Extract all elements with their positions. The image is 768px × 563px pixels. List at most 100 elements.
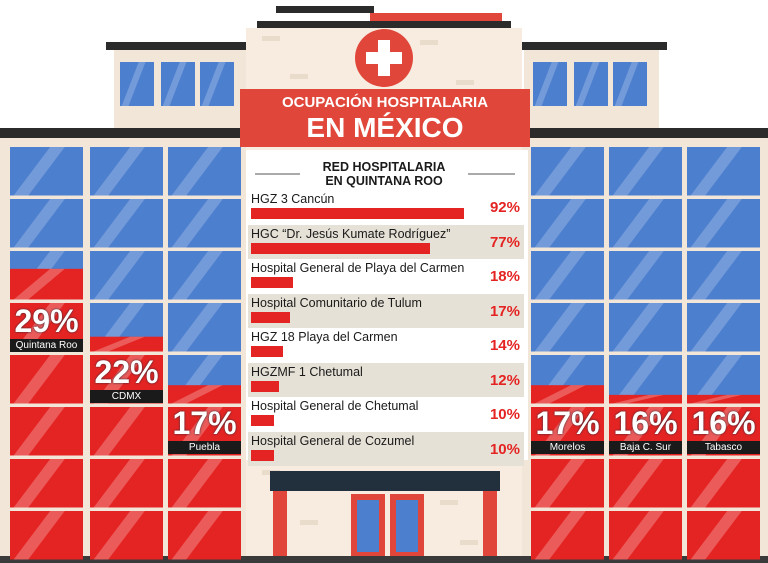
hospital-value-label: 77% [489, 233, 520, 251]
hospital-name: HGC “Dr. Jesús Kumate Rodríguez” [251, 226, 451, 241]
tower-cap-top [276, 6, 374, 13]
entrance-canopy [270, 471, 500, 491]
occupancy-bar-CDMX [90, 407, 163, 456]
brick [456, 80, 474, 85]
hospital-occupancy-bar [251, 449, 275, 461]
state-name-label: Quintana Roo [10, 339, 83, 352]
hospital-value-label: 10% [489, 406, 520, 423]
state-value-label: 29% [14, 303, 79, 339]
column-window [10, 147, 83, 196]
windows-layer [10, 62, 760, 560]
hospital-row: Hospital General de Chetumal 10% [248, 397, 524, 431]
hospital-occupancy-bar [251, 277, 293, 288]
title-banner [240, 89, 530, 147]
column-window [687, 147, 760, 196]
column-window [609, 251, 682, 300]
column-window [531, 251, 604, 300]
occupancy-bar-Quintana Roo [10, 511, 83, 560]
entrance-pillar-right [483, 491, 497, 556]
column-window [609, 199, 682, 248]
hospital-row: HGC “Dr. Jesús Kumate Rodríguez” 77% [248, 224, 524, 259]
entrance-pillar-left [273, 491, 287, 556]
column-window [168, 147, 241, 196]
brick [290, 74, 308, 79]
brick [262, 36, 280, 41]
subtitle-line-2: EN QUINTANA ROO [325, 174, 443, 188]
tower-cap-bottom [257, 21, 511, 28]
hospital-value-label: 14% [489, 337, 520, 354]
occupancy-bar-Puebla [168, 511, 241, 560]
hospital-row: HGZ 3 Cancún 92% [248, 190, 524, 224]
state-value-label: 17% [172, 405, 237, 441]
hospital-occupancy-bar [251, 311, 291, 323]
state-value-label: 22% [94, 354, 159, 390]
state-name-label: CDMX [90, 390, 163, 403]
hospital-row: Hospital General de Playa del Carmen 18% [248, 259, 524, 293]
column-window [687, 251, 760, 300]
hospital-name: HGZ 3 Cancún [251, 192, 335, 206]
column-window [609, 147, 682, 196]
hospital-occupancy-bar [251, 208, 465, 219]
hospital-value-label: 92% [489, 199, 520, 216]
brick [300, 520, 318, 525]
occupancy-bar-Tabasco [687, 394, 760, 404]
state-value-label: 16% [691, 405, 756, 441]
occupancy-bar-Puebla [168, 459, 241, 508]
upper-window-left [200, 62, 234, 106]
brick [460, 540, 478, 545]
hospital-value-label: 12% [489, 371, 520, 389]
occupancy-bar-CDMX [90, 511, 163, 560]
subtitle-line-1: RED HOSPITALARIA [322, 160, 446, 174]
column-window [90, 147, 163, 196]
hospital-occupancy-bar [251, 242, 430, 254]
hospital-value-label: 17% [489, 302, 520, 320]
column-window [687, 303, 760, 352]
occupancy-bar-Baja C. Sur [609, 394, 682, 404]
column-window [531, 303, 604, 352]
occupancy-bar-CDMX [90, 336, 163, 352]
occupancy-bar-Baja C. Sur [609, 511, 682, 560]
title-line-1: OCUPACIÓN HOSPITALARIA [281, 94, 489, 111]
upper-window-right [574, 62, 608, 106]
occupancy-bar-Morelos [531, 385, 604, 404]
hospital-value-label: 18% [489, 268, 520, 285]
occupancy-bar-Tabasco [687, 459, 760, 508]
hospital-row: Hospital General de Cozumel 10% [248, 431, 524, 466]
occupancy-bar-Puebla [168, 385, 241, 404]
brick [420, 40, 438, 45]
occupancy-bar-Quintana Roo [10, 355, 83, 404]
upper-window-left [161, 62, 195, 106]
brick [440, 500, 458, 505]
upper-window-left [120, 62, 154, 106]
occupancy-bar-Quintana Roo [10, 407, 83, 456]
hospital-occupancy-bar [251, 346, 284, 357]
column-window [687, 199, 760, 248]
column-window [168, 251, 241, 300]
upper-roof-right [505, 42, 667, 50]
ground-line [0, 556, 768, 563]
upper-window-right [533, 62, 567, 106]
tower-cap-red [370, 13, 502, 21]
state-name-label: Puebla [168, 441, 241, 454]
occupancy-bar-Quintana Roo [10, 268, 83, 300]
column-window [531, 147, 604, 196]
column-window [168, 199, 241, 248]
occupancy-bar-Morelos [531, 459, 604, 508]
state-value-label: 16% [613, 405, 678, 441]
hospital-name: Hospital General de Cozumel [251, 433, 415, 448]
occupancy-bar-Quintana Roo [10, 459, 83, 508]
hospital-name: Hospital Comunitario de Tulum [251, 295, 422, 310]
state-name-label: Tabasco [687, 441, 760, 454]
upper-roof-left [106, 42, 266, 50]
state-value-label: 17% [535, 405, 600, 441]
occupancy-bar-Morelos [531, 511, 604, 560]
hospital-row: HGZ 18 Playa del Carmen 14% [248, 328, 524, 362]
column-window [90, 199, 163, 248]
cross-bar-horizontal [366, 52, 402, 64]
hospital-name: Hospital General de Chetumal [251, 399, 419, 413]
occupancy-bar-Tabasco [687, 511, 760, 560]
column-window [90, 251, 163, 300]
hospital-name: HGZ 18 Playa del Carmen [251, 330, 398, 344]
hospital-name: Hospital General de Playa del Carmen [251, 261, 465, 275]
